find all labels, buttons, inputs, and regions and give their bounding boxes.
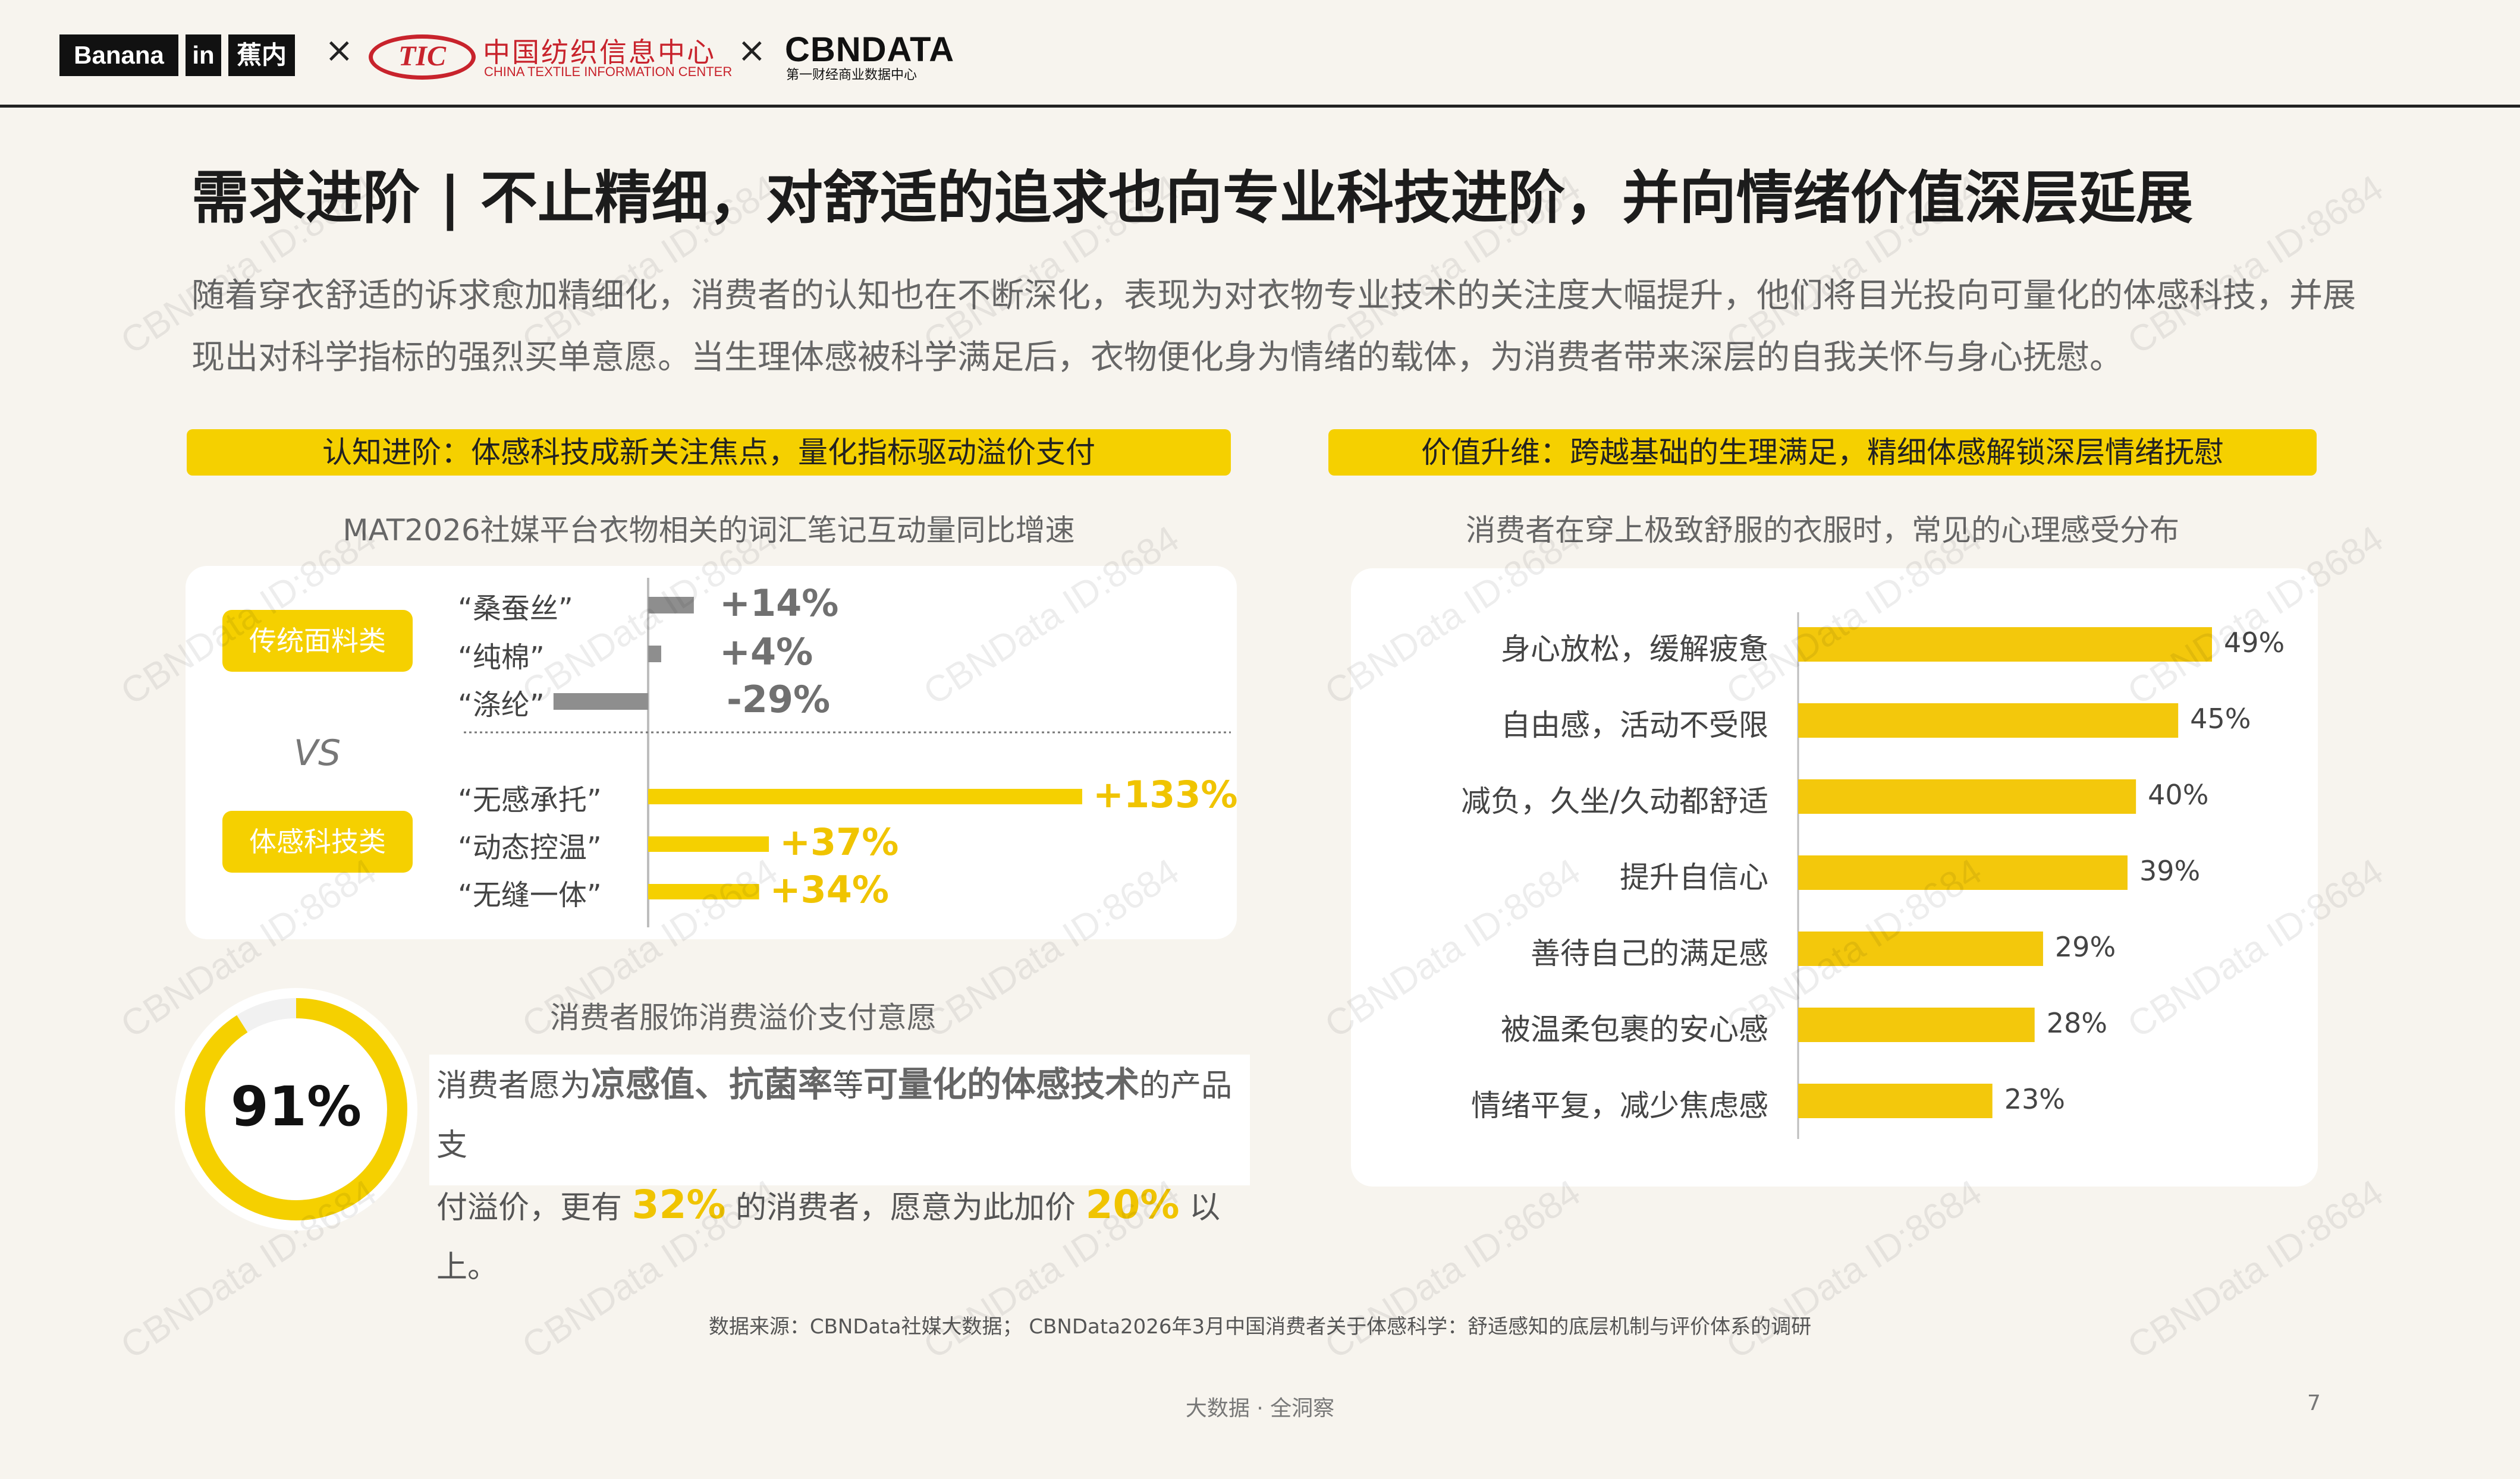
premium-text-part: 以上。 [436, 1190, 1221, 1285]
vs-label: VS [294, 732, 341, 774]
premium-highlight-metrics: 凉感值、抗菌率 [591, 1064, 833, 1104]
donut-arc [185, 998, 407, 1220]
emotion-bar [1798, 932, 2043, 966]
growth-category-label: “动态控温” [458, 831, 602, 864]
ctic-name-en: CHINA TEXTILE INFORMATION CENTER [484, 64, 733, 79]
emotion-bar [1798, 1008, 2035, 1042]
times-icon: × [737, 30, 766, 70]
premium-highlight-20: 20% [1085, 1182, 1180, 1228]
right-section-header: 价值升维：跨越基础的生理满足，精细体感解锁深层情绪抚慰 [1328, 429, 2317, 476]
premium-highlight-32: 32% [631, 1182, 726, 1228]
emotion-bar [1798, 855, 2128, 890]
ctic-name-cn: 中国纺织信息中心 [483, 36, 716, 68]
premium-text: 消费者愿为凉感值、抗菌率等可量化的体感技术的产品支 付溢价，更有 32% 的消费… [429, 1055, 1250, 1297]
growth-value-label: +4% [719, 630, 813, 674]
footer-slogan: 大数据 · 全洞察 [1185, 1396, 1335, 1421]
ctic-logo-icon: TIC [369, 34, 476, 80]
emotion-value-label: 40% [2148, 779, 2209, 811]
left-section-header: 认知进阶：体感科技成新关注焦点，量化指标驱动溢价支付 [187, 429, 1231, 476]
emotion-bar [1798, 779, 2136, 814]
emotion-value-label: 23% [2004, 1083, 2065, 1115]
donut-value: 91% [230, 1075, 362, 1138]
growth-category-label: “纯棉” [458, 641, 545, 674]
premium-chart-title: 消费者服饰消费溢价支付意愿 [550, 1000, 937, 1035]
page-title: 需求进阶 | 不止精细，对舒适的追求也向专业科技进阶，并向情绪价值深层延展 [191, 165, 2193, 231]
growth-bar [648, 646, 661, 662]
cbndata-subtitle: 第一财经商业数据中心 [786, 68, 917, 83]
growth-bar [648, 789, 1082, 804]
growth-bar [648, 884, 759, 899]
growth-value-label: +34% [769, 868, 889, 911]
growth-bar [553, 693, 648, 710]
intro-paragraph: 随着穿衣舒适的诉求愈加精细化，消费者的认知也在不断深化，表现为对衣物专业技术的关… [191, 276, 2356, 377]
premium-text-part: 消费者愿为 [436, 1068, 592, 1104]
emotion-category-label: 自由感，活动不受限 [1501, 708, 1768, 742]
cbndata-logo: CBNDATA [785, 30, 955, 69]
banana-in-logo: Banana in 蕉内 [59, 34, 309, 76]
banana-logo-part: Banana [59, 34, 178, 76]
data-source: 数据来源：CBNData社媒大数据； CBNData2026年3月中国消费者关于… [708, 1315, 1812, 1339]
emotion-value-label: 49% [2224, 627, 2285, 659]
emotion-value-label: 45% [2190, 703, 2251, 735]
header-divider [0, 105, 2520, 108]
growth-bar [648, 836, 769, 852]
growth-value-label: +37% [780, 820, 899, 864]
emotion-value-label: 29% [2054, 931, 2116, 963]
page-number: 7 [2307, 1391, 2321, 1415]
premium-text-part: 的产品支 [436, 1068, 1233, 1163]
growth-category-label: “无感承托” [458, 783, 602, 817]
growth-value-label: +133% [1093, 773, 1238, 816]
emotion-category-label: 情绪平复，减少焦虑感 [1471, 1088, 1768, 1123]
premium-highlight-tech: 可量化的体感技术 [863, 1064, 1140, 1104]
growth-bar [648, 597, 694, 613]
emotion-category-label: 提升自信心 [1620, 860, 1768, 895]
premium-text-part: 的消费者，愿意为此加价 [725, 1190, 1086, 1226]
emotion-category-label: 善待自己的满足感 [1531, 936, 1768, 971]
emotion-bar [1798, 627, 2212, 662]
emotion-category-label: 减负，久坐/久动都舒适 [1461, 784, 1768, 819]
premium-text-box: 消费者愿为凉感值、抗菌率等可量化的体感技术的产品支 付溢价，更有 32% 的消费… [429, 1055, 1250, 1285]
tech-fabric-pill: 体感科技类 [222, 811, 413, 873]
emotion-value-label: 28% [2046, 1007, 2107, 1039]
premium-text-part: 等 [832, 1068, 864, 1104]
premium-text-part: 付溢价，更有 [436, 1190, 632, 1226]
emotion-chart-title: 消费者在穿上极致舒服的衣服时，常见的心理感受分布 [1466, 513, 2179, 547]
emotion-category-label: 被温柔包裹的安心感 [1501, 1012, 1768, 1047]
jiaonei-logo-part: 蕉内 [228, 34, 295, 76]
growth-category-label: “桑蚕丝” [458, 592, 573, 625]
growth-category-label: “无缝一体” [458, 879, 602, 912]
traditional-fabric-pill: 传统面料类 [222, 610, 413, 672]
donut-background [175, 988, 417, 1231]
growth-chart-title: MAT2026社媒平台衣物相关的词汇笔记互动量同比增速 [343, 513, 1075, 547]
emotion-bar [1798, 703, 2179, 738]
growth-value-label: +14% [719, 581, 839, 625]
times-icon: × [325, 30, 354, 70]
header-bar: Banana in 蕉内 × TIC 中国纺织信息中心 CHINA TEXTIL… [0, 0, 2520, 107]
donut-chart-svg [175, 988, 417, 1231]
emotion-category-label: 身心放松，缓解疲惫 [1501, 632, 1768, 666]
growth-category-label: “涤纶” [458, 688, 545, 722]
emotion-value-label: 39% [2139, 855, 2201, 887]
growth-value-label: -29% [727, 678, 831, 721]
emotion-bar [1798, 1084, 1993, 1118]
in-logo-part: in [186, 34, 221, 76]
